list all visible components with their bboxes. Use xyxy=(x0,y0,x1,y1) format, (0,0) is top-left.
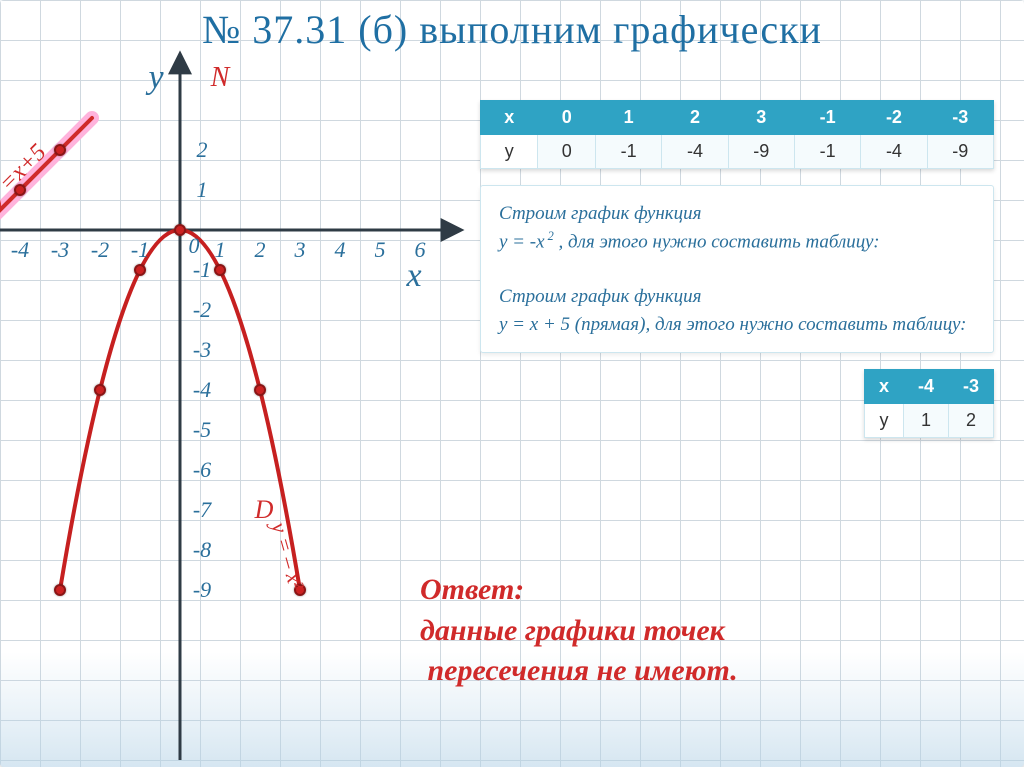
axis-tick-label: -6 xyxy=(193,457,211,483)
table-parabola: x 0 1 2 3 -1 -2 -3 y 0 -1 -4 -9 -1 -4 -9 xyxy=(480,100,994,169)
axis-tick-label: 2 xyxy=(255,237,266,263)
slide-page: № 37.31 (б) выполним графически -4 -3 -2 -1… xyxy=(0,0,1024,767)
plot-point xyxy=(214,264,226,276)
axis-tick-label: 2 xyxy=(197,137,208,163)
axis-tick-label: -3 xyxy=(193,337,211,363)
plot-point xyxy=(54,584,66,596)
axis-tick-label: -4 xyxy=(11,237,29,263)
axis-tick-label: 1 xyxy=(197,177,208,203)
axis-tick-label: -2 xyxy=(193,297,211,323)
axis-tick-label: 4 xyxy=(335,237,346,263)
answer-text: данные графики точек xyxy=(420,614,725,647)
page-title: № 37.31 (б) выполним графически xyxy=(0,6,1024,53)
axis-tick-label: 1 xyxy=(215,237,226,263)
axis-tick-label: -3 xyxy=(51,237,69,263)
explain-box: Строим график функция y = -x 2 , для это… xyxy=(480,185,994,353)
plot-point xyxy=(254,384,266,396)
graph-svg xyxy=(0,60,470,760)
plot-point xyxy=(134,264,146,276)
answer-text: пересечения не имеют. xyxy=(428,654,738,687)
axis-tick-label: 5 xyxy=(375,237,386,263)
table-line: x -4 -3 y 1 2 xyxy=(864,369,994,438)
x-axis-label: x xyxy=(406,257,421,295)
axis-tick-label: -1 xyxy=(193,257,211,283)
point-n-label: N xyxy=(211,62,230,94)
table-row: y 0 -1 -4 -9 -1 -4 -9 xyxy=(481,135,994,169)
axis-tick-label: -1 xyxy=(131,237,149,263)
plot-point xyxy=(54,144,66,156)
answer-label: Ответ: xyxy=(420,573,524,606)
axis-tick-label: 3 xyxy=(295,237,306,263)
squared: 2 xyxy=(545,229,554,243)
plot-point xyxy=(174,224,186,236)
axis-tick-label: -5 xyxy=(193,417,211,443)
explain-line: Строим график функция y = x + 5 (прямая)… xyxy=(499,283,975,338)
table-row: x -4 -3 xyxy=(864,370,993,404)
axis-tick-label: -9 xyxy=(193,577,211,603)
y-axis-label: y xyxy=(148,59,163,97)
axis-tick-label: -4 xyxy=(193,377,211,403)
graph-area: -4-3-2-112345621-1-2-3-4-5-6-7-8-90yNxDy… xyxy=(0,60,470,760)
axis-tick-label: 0 xyxy=(189,233,200,259)
table-row: y 1 2 xyxy=(864,404,993,438)
plot-point xyxy=(94,384,106,396)
right-column: x 0 1 2 3 -1 -2 -3 y 0 -1 -4 -9 -1 -4 -9 xyxy=(480,100,994,438)
axis-tick-label: -7 xyxy=(193,497,211,523)
table-row: x 0 1 2 3 -1 -2 -3 xyxy=(481,101,994,135)
point-d-label: D xyxy=(255,495,274,525)
axis-tick-label: -8 xyxy=(193,537,211,563)
th-x: x xyxy=(481,101,538,135)
axis-tick-label: -2 xyxy=(91,237,109,263)
answer-block: Ответ: данные графики точек пересечения … xyxy=(420,570,994,692)
explain-line: Строим график функция y = -x 2 , для это… xyxy=(499,200,975,255)
table-line-wrap: x -4 -3 y 1 2 xyxy=(864,369,994,438)
